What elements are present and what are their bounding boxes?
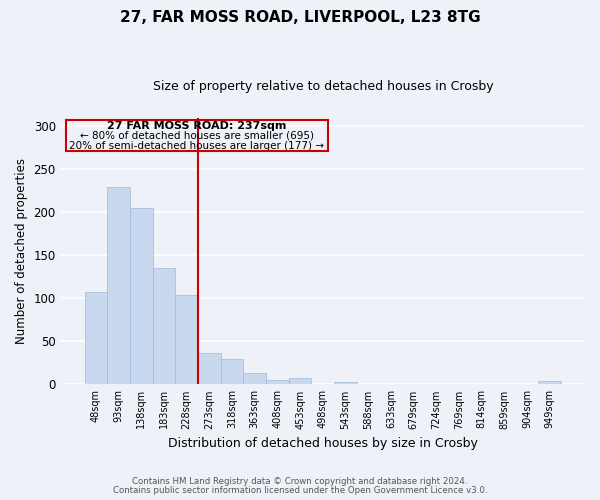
Text: 27, FAR MOSS ROAD, LIVERPOOL, L23 8TG: 27, FAR MOSS ROAD, LIVERPOOL, L23 8TG: [119, 10, 481, 25]
Text: 20% of semi-detached houses are larger (177) →: 20% of semi-detached houses are larger (…: [70, 140, 325, 150]
Bar: [244, 373, 266, 384]
Text: ← 80% of detached houses are smaller (695): ← 80% of detached houses are smaller (69…: [80, 131, 314, 141]
Title: Size of property relative to detached houses in Crosby: Size of property relative to detached ho…: [152, 80, 493, 93]
Bar: [85, 292, 107, 384]
Bar: [266, 380, 289, 384]
Text: Contains public sector information licensed under the Open Government Licence v3: Contains public sector information licen…: [113, 486, 487, 495]
Bar: [198, 354, 221, 384]
Y-axis label: Number of detached properties: Number of detached properties: [15, 158, 28, 344]
Bar: [152, 268, 175, 384]
Bar: [334, 382, 357, 384]
Bar: [221, 358, 244, 384]
Bar: [175, 295, 198, 384]
Bar: [289, 378, 311, 384]
X-axis label: Distribution of detached houses by size in Crosby: Distribution of detached houses by size …: [168, 437, 478, 450]
Bar: [130, 208, 152, 384]
Text: Contains HM Land Registry data © Crown copyright and database right 2024.: Contains HM Land Registry data © Crown c…: [132, 477, 468, 486]
Bar: [107, 188, 130, 384]
Text: 27 FAR MOSS ROAD: 237sqm: 27 FAR MOSS ROAD: 237sqm: [107, 121, 287, 131]
Bar: [538, 381, 561, 384]
